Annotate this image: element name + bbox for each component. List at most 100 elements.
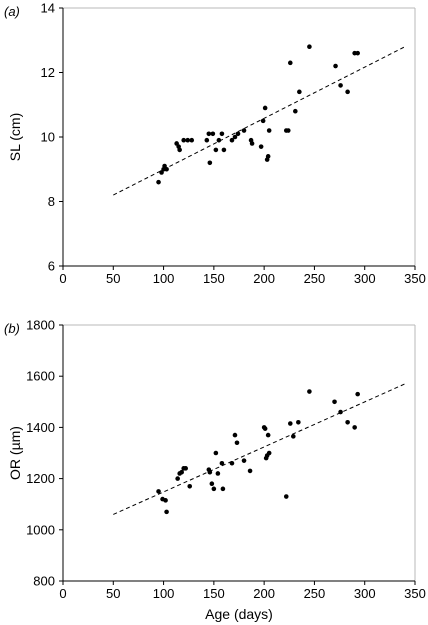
x-tick-label: 200 <box>253 271 275 286</box>
y-tick-label: 1200 <box>26 471 55 486</box>
data-point <box>241 458 247 463</box>
data-point <box>355 391 360 397</box>
data-point <box>258 144 264 149</box>
x-tick-label: 50 <box>106 271 120 286</box>
y-axis-label: SL (cm) <box>7 113 23 161</box>
y-tick-label: 6 <box>48 259 55 274</box>
data-point <box>216 137 222 143</box>
data-point <box>232 432 238 438</box>
data-point <box>352 425 357 430</box>
x-tick-label: 0 <box>59 271 66 286</box>
data-point <box>213 450 219 456</box>
x-axis-label: Age (days) <box>205 606 273 622</box>
data-point <box>229 460 235 466</box>
y-tick-label: 1000 <box>26 522 55 537</box>
y-tick-label: 1600 <box>26 369 55 384</box>
data-point <box>262 426 268 431</box>
panel-label: (b) <box>4 321 20 336</box>
x-tick-label: 100 <box>153 586 175 601</box>
y-tick-label: 8 <box>48 194 55 209</box>
data-point <box>355 50 360 56</box>
data-point <box>266 128 272 133</box>
data-point <box>209 481 215 487</box>
y-tick-label: 1800 <box>26 318 55 333</box>
panel-label: (a) <box>4 4 20 19</box>
data-point <box>177 147 182 153</box>
data-point <box>175 476 180 481</box>
data-point <box>211 486 217 492</box>
data-point <box>164 509 169 515</box>
x-tick-label: 200 <box>253 586 275 601</box>
data-point <box>229 137 235 143</box>
data-point <box>338 83 343 88</box>
data-point <box>164 166 169 172</box>
data-point <box>235 131 241 137</box>
data-point <box>183 466 188 471</box>
data-point <box>204 137 210 143</box>
data-point <box>345 419 350 425</box>
data-point <box>247 468 253 474</box>
data-point <box>345 89 350 95</box>
data-point <box>232 134 238 140</box>
data-point <box>215 471 221 476</box>
x-tick-label: 350 <box>404 271 426 286</box>
data-point <box>220 486 226 492</box>
data-point <box>219 460 225 466</box>
data-point <box>283 494 289 499</box>
y-axis-label: OR (µm) <box>7 426 23 480</box>
x-tick-label: 300 <box>354 586 376 601</box>
data-point <box>156 179 161 185</box>
data-point <box>265 154 271 159</box>
data-point <box>297 89 302 95</box>
data-point <box>265 432 271 438</box>
data-point <box>185 137 191 143</box>
y-tick-label: 14 <box>41 1 55 16</box>
data-point <box>333 63 338 69</box>
y-tick-label: 10 <box>41 130 55 145</box>
data-point <box>296 419 301 425</box>
data-point <box>206 131 212 137</box>
data-point <box>332 399 337 405</box>
x-tick-label: 0 <box>59 586 66 601</box>
data-point <box>266 450 272 456</box>
data-point <box>287 421 293 426</box>
chart-panel-b: 0 50 100 150 200 250 300 350 800 1000 1200 1400 1600… <box>4 318 426 623</box>
y-tick-label: 800 <box>33 574 55 589</box>
data-point <box>249 141 255 146</box>
data-point <box>260 118 266 124</box>
data-point <box>293 108 298 114</box>
x-tick-label: 100 <box>153 271 175 286</box>
data-point <box>285 128 291 133</box>
x-tick-label: 50 <box>106 586 120 601</box>
x-tick-label: 300 <box>354 271 376 286</box>
data-point <box>338 409 343 415</box>
data-point <box>219 131 225 137</box>
data-point <box>179 469 184 475</box>
data-point <box>213 147 219 153</box>
data-point <box>210 131 216 137</box>
trend-line <box>113 383 406 515</box>
data-point <box>221 147 227 153</box>
y-tick-label: 1400 <box>26 420 55 435</box>
x-tick-label: 250 <box>304 271 326 286</box>
data-point <box>262 105 268 111</box>
trend-line <box>113 46 406 196</box>
data-point <box>163 498 168 503</box>
data-point <box>181 137 186 143</box>
data-point <box>307 44 312 49</box>
x-tick-label: 150 <box>203 271 225 286</box>
data-point <box>287 60 293 66</box>
data-point <box>156 489 161 494</box>
y-tick-label: 12 <box>41 65 55 80</box>
data-point <box>207 160 213 166</box>
data-point <box>241 128 247 133</box>
data-point <box>291 434 296 439</box>
x-tick-label: 150 <box>203 586 225 601</box>
data-point <box>187 483 193 489</box>
x-tick-label: 250 <box>304 586 326 601</box>
chart-panel-a: 0 50 100 150 200 250 300 350 6 8 10 12 14 (a) SL (cm) <box>4 1 426 287</box>
data-point <box>234 440 240 446</box>
data-point <box>207 469 213 475</box>
data-point <box>189 137 195 143</box>
